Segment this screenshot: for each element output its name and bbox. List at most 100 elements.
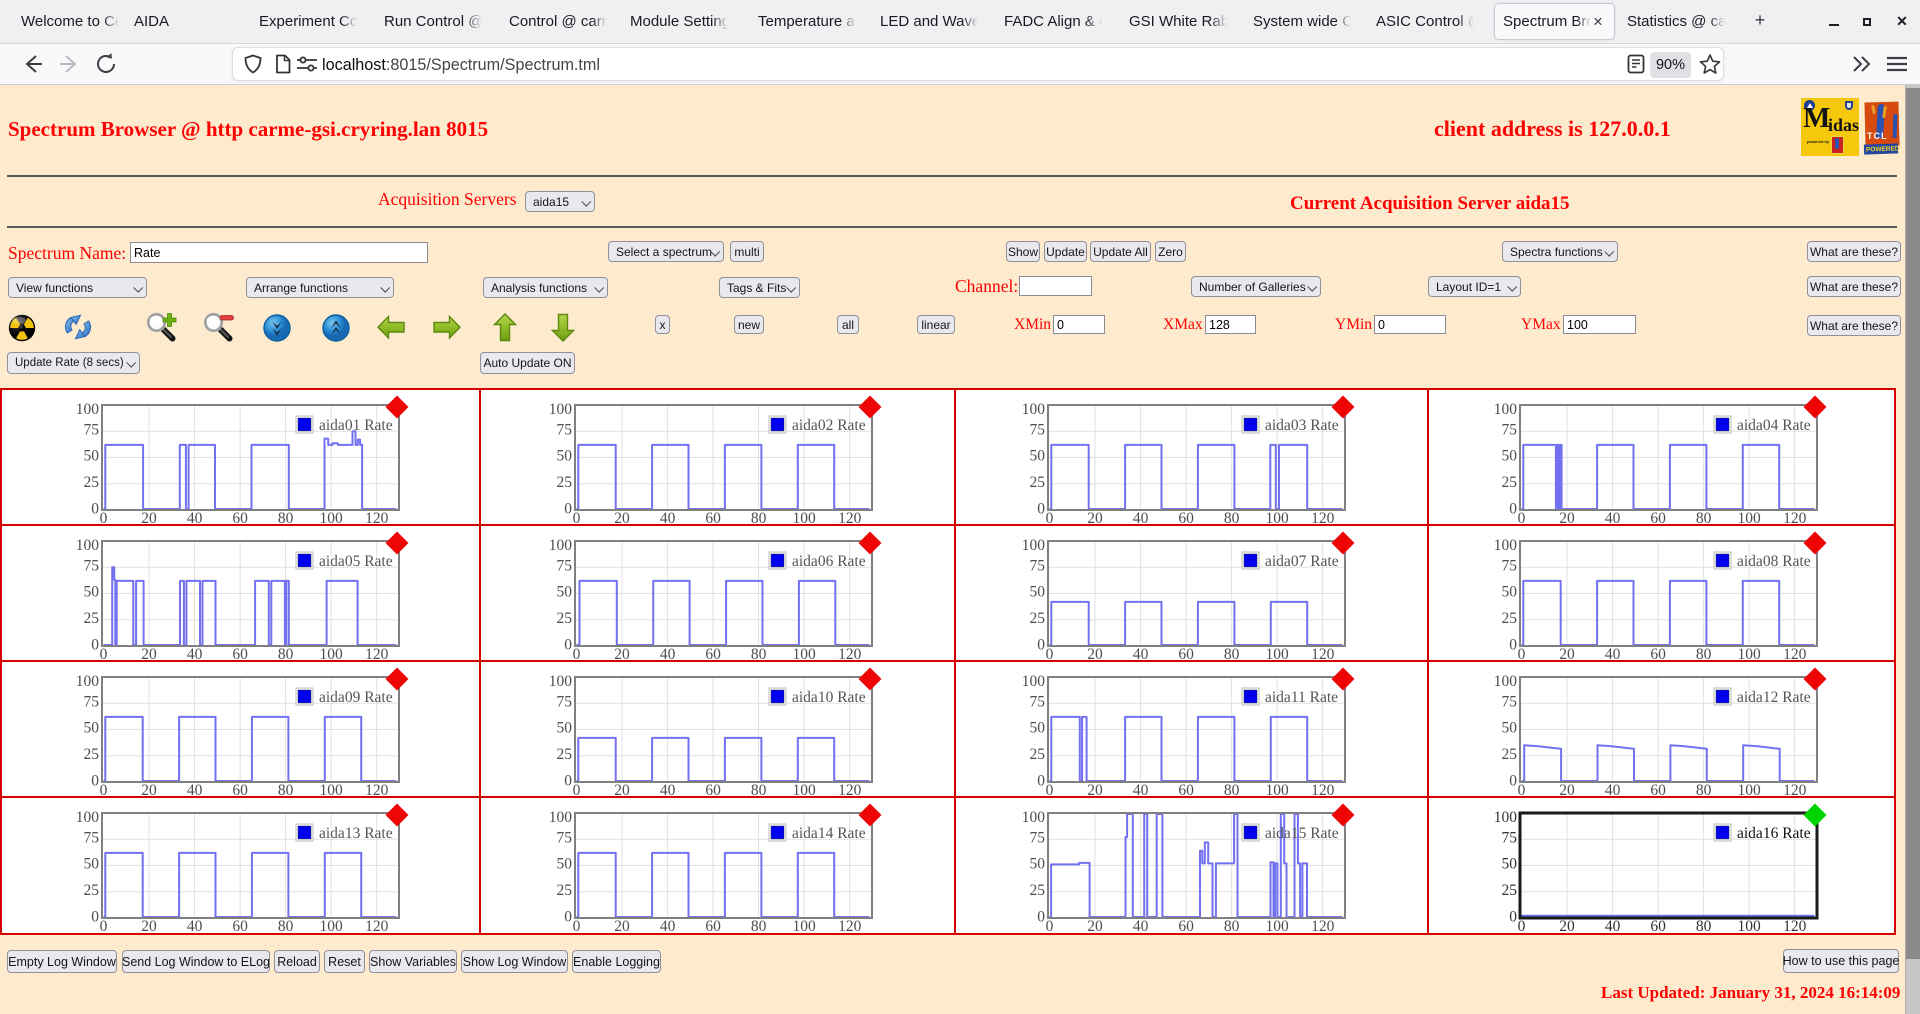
svg-text:20: 20 (1087, 646, 1103, 660)
svg-text:40: 40 (1605, 510, 1621, 524)
svg-text:aida09 Rate: aida09 Rate (319, 689, 393, 706)
svg-text:100: 100 (1265, 782, 1289, 796)
svg-text:120: 120 (838, 918, 862, 933)
svg-text:100: 100 (319, 510, 343, 524)
svg-text:20: 20 (1087, 782, 1103, 796)
svg-text:25: 25 (1030, 746, 1046, 763)
svg-text:80: 80 (751, 782, 767, 796)
svg-text:0: 0 (100, 646, 108, 660)
svg-text:100: 100 (1022, 673, 1046, 690)
svg-text:100: 100 (76, 401, 100, 418)
svg-text:25: 25 (557, 882, 573, 899)
svg-text:100: 100 (76, 537, 100, 554)
svg-text:75: 75 (557, 557, 573, 574)
svg-text:80: 80 (278, 918, 294, 933)
svg-text:25: 25 (557, 746, 573, 763)
svg-text:100: 100 (76, 673, 100, 690)
svg-text:120: 120 (365, 646, 389, 660)
svg-text:100: 100 (1022, 809, 1046, 826)
svg-text:100: 100 (549, 673, 573, 690)
svg-text:40: 40 (660, 510, 676, 524)
svg-text:0: 0 (1046, 918, 1054, 933)
svg-text:40: 40 (660, 918, 676, 933)
svg-text:0: 0 (1037, 501, 1045, 518)
svg-text:aida02 Rate: aida02 Rate (792, 417, 866, 434)
svg-text:25: 25 (1502, 474, 1518, 491)
svg-text:100: 100 (1494, 537, 1518, 554)
svg-text:0: 0 (1037, 773, 1045, 790)
svg-text:60: 60 (705, 918, 721, 933)
svg-text:0: 0 (100, 918, 108, 933)
svg-text:80: 80 (1696, 918, 1712, 933)
svg-text:0: 0 (1046, 782, 1054, 796)
svg-text:0: 0 (1509, 773, 1517, 790)
svg-text:20: 20 (141, 646, 157, 660)
svg-text:aida06 Rate: aida06 Rate (792, 553, 866, 570)
svg-text:50: 50 (557, 856, 573, 873)
svg-text:100: 100 (792, 918, 816, 933)
svg-text:60: 60 (705, 510, 721, 524)
svg-text:100: 100 (319, 782, 343, 796)
svg-text:0: 0 (1518, 646, 1526, 660)
svg-text:50: 50 (84, 448, 100, 465)
svg-text:60: 60 (232, 782, 248, 796)
svg-text:75: 75 (1030, 421, 1046, 438)
svg-text:60: 60 (1178, 646, 1194, 660)
svg-text:120: 120 (838, 510, 862, 524)
svg-text:0: 0 (564, 501, 572, 518)
svg-text:40: 40 (1605, 918, 1621, 933)
svg-text:50: 50 (1502, 584, 1518, 601)
svg-text:100: 100 (76, 809, 100, 826)
svg-text:60: 60 (232, 646, 248, 660)
svg-text:75: 75 (1502, 829, 1518, 846)
svg-text:40: 40 (187, 918, 203, 933)
svg-text:0: 0 (91, 909, 99, 926)
svg-text:20: 20 (1087, 510, 1103, 524)
svg-text:80: 80 (1696, 782, 1712, 796)
svg-text:50: 50 (84, 856, 100, 873)
svg-text:50: 50 (557, 448, 573, 465)
svg-text:25: 25 (1502, 746, 1518, 763)
svg-text:0: 0 (1518, 782, 1526, 796)
svg-text:120: 120 (365, 918, 389, 933)
svg-text:40: 40 (187, 510, 203, 524)
svg-text:100: 100 (1737, 510, 1761, 524)
svg-text:100: 100 (792, 782, 816, 796)
svg-text:40: 40 (1133, 646, 1149, 660)
svg-text:120: 120 (1311, 646, 1335, 660)
svg-text:40: 40 (187, 782, 203, 796)
svg-text:100: 100 (792, 510, 816, 524)
svg-text:100: 100 (1737, 782, 1761, 796)
svg-text:80: 80 (1696, 646, 1712, 660)
svg-text:0: 0 (100, 782, 108, 796)
svg-text:60: 60 (1178, 510, 1194, 524)
svg-text:20: 20 (614, 918, 630, 933)
svg-text:120: 120 (1783, 918, 1807, 933)
svg-text:25: 25 (557, 474, 573, 491)
svg-text:100: 100 (1022, 401, 1046, 418)
svg-text:80: 80 (1224, 782, 1240, 796)
svg-text:75: 75 (1502, 693, 1518, 710)
svg-text:100: 100 (1265, 918, 1289, 933)
svg-text:25: 25 (84, 746, 100, 763)
svg-text:100: 100 (319, 918, 343, 933)
svg-text:aida05 Rate: aida05 Rate (319, 553, 393, 570)
svg-text:60: 60 (1178, 782, 1194, 796)
svg-text:40: 40 (660, 782, 676, 796)
svg-text:75: 75 (1502, 557, 1518, 574)
svg-text:100: 100 (549, 809, 573, 826)
svg-text:0: 0 (564, 637, 572, 654)
svg-text:120: 120 (838, 646, 862, 660)
svg-text:80: 80 (278, 782, 294, 796)
svg-text:80: 80 (751, 510, 767, 524)
svg-text:aida15 Rate: aida15 Rate (1265, 825, 1339, 842)
svg-text:40: 40 (660, 646, 676, 660)
svg-text:aida16 Rate: aida16 Rate (1737, 825, 1811, 842)
svg-text:50: 50 (1030, 720, 1046, 737)
svg-text:25: 25 (1030, 610, 1046, 627)
svg-text:20: 20 (141, 782, 157, 796)
svg-text:100: 100 (549, 537, 573, 554)
svg-text:60: 60 (705, 782, 721, 796)
svg-text:100: 100 (1494, 809, 1518, 826)
svg-text:75: 75 (84, 421, 100, 438)
